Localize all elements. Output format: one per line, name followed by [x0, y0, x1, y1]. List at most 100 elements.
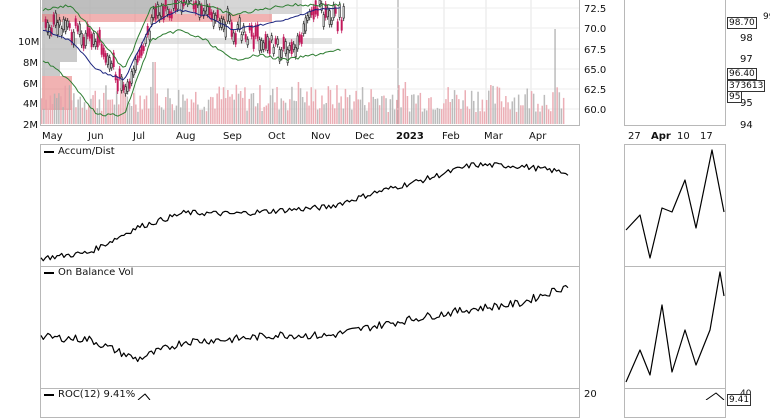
- volume-bar: [109, 99, 111, 124]
- volume-bar: [515, 111, 518, 124]
- roc-zoom-line: [705, 392, 725, 400]
- volume-bar: [105, 85, 107, 124]
- volume-bar: [254, 106, 257, 124]
- volume-bar: [547, 109, 550, 124]
- volume-bar: [73, 93, 75, 124]
- month-2023: 2023: [396, 131, 424, 142]
- volume-bar: [406, 96, 409, 124]
- volume-bar: [229, 96, 231, 124]
- volume-bar: [218, 86, 220, 124]
- volume-bar: [500, 101, 503, 124]
- candle-body: [206, 6, 209, 15]
- volume-bar: [468, 109, 471, 124]
- volume-bar: [135, 104, 137, 124]
- volume-bar: [165, 97, 167, 124]
- candle-body: [326, 7, 329, 18]
- volume-bar: [364, 105, 366, 124]
- volume-bar: [411, 94, 413, 124]
- volume-bar: [192, 102, 195, 124]
- candle-body: [294, 46, 297, 57]
- volume-bar: [304, 102, 306, 124]
- zoom-date-17: 17: [700, 131, 713, 142]
- roc-axis-value: 20: [584, 389, 597, 400]
- volume-bar: [496, 86, 499, 124]
- candle-body: [92, 32, 95, 45]
- volume-bar: [445, 99, 447, 124]
- candle-body: [160, 5, 163, 17]
- volume-bar: [532, 93, 535, 124]
- volume-bar: [366, 110, 368, 124]
- candle-body: [224, 24, 227, 38]
- volume-by-price-zone: [42, 38, 332, 44]
- candle-body: [142, 46, 145, 51]
- candle-body: [292, 43, 295, 50]
- volume-bar: [494, 103, 496, 124]
- zoom-date-10: 10: [677, 131, 690, 142]
- volume-bar: [466, 106, 469, 124]
- volume-bar: [301, 97, 304, 124]
- zoom-badge-96-40: 96.40: [727, 68, 757, 80]
- volume-bar: [169, 98, 171, 124]
- volume-bar: [175, 105, 178, 124]
- candle-body: [76, 25, 79, 32]
- volume-bar: [374, 99, 377, 124]
- volume-bar: [503, 107, 505, 124]
- candle-body: [144, 36, 147, 44]
- candle-body: [284, 41, 287, 54]
- volume-bar: [195, 91, 197, 124]
- zoom-date-27: 27: [628, 131, 641, 142]
- volume-bar: [443, 103, 445, 124]
- zoom-price-tick-99: 99: [763, 12, 770, 22]
- volume-bar: [344, 88, 347, 124]
- volume-bar: [98, 99, 101, 124]
- candle-body: [180, 2, 183, 13]
- volume-bar: [231, 94, 233, 124]
- volume-bar: [408, 111, 411, 124]
- volume-bar: [376, 98, 379, 124]
- volume-bar: [359, 99, 362, 124]
- volume-bar: [222, 87, 225, 124]
- volume-bar: [199, 109, 201, 124]
- volume-bar: [58, 93, 60, 124]
- volume-bar: [391, 94, 394, 124]
- month-mar: Mar: [484, 131, 503, 142]
- volume-bar: [441, 109, 443, 124]
- candle-body: [62, 18, 65, 30]
- volume-bar: [233, 99, 235, 124]
- volume-bar: [259, 85, 261, 124]
- volume-bar: [562, 97, 565, 124]
- volume-bar: [488, 90, 490, 124]
- volume-bar: [449, 102, 451, 124]
- volume-bar: [477, 91, 479, 124]
- volume-bar: [432, 109, 434, 124]
- volume-bar: [70, 100, 73, 124]
- volume-bar: [60, 96, 62, 124]
- month-oct: Oct: [268, 131, 286, 142]
- volume-bar: [282, 100, 285, 124]
- candle-body: [280, 49, 283, 58]
- month-jul: Jul: [133, 131, 146, 142]
- candle-body: [328, 10, 331, 25]
- candle-body: [264, 34, 267, 49]
- volume-bar: [402, 88, 404, 124]
- volume-bar: [261, 111, 263, 124]
- volume-bar: [310, 87, 312, 124]
- volume-bar: [156, 93, 158, 124]
- candle-body: [340, 19, 343, 31]
- obv-legend-swatch: [44, 272, 54, 274]
- volume-bar: [413, 94, 415, 124]
- candle-body: [232, 32, 235, 42]
- accum-dist-line: [40, 162, 569, 262]
- volume-by-price-zone: [42, 0, 302, 14]
- candle-body: [46, 22, 49, 33]
- accum-dist-zoom-line: [625, 149, 725, 259]
- volume-bar: [177, 89, 180, 124]
- candle-body: [304, 17, 307, 32]
- volume-bar: [331, 104, 334, 124]
- volume-bar: [145, 95, 148, 124]
- volume-bar: [278, 109, 280, 124]
- volume-bar: [545, 104, 548, 124]
- candle-body: [80, 33, 83, 46]
- candle-body: [104, 53, 107, 63]
- zoom-date-apr: Apr: [651, 131, 671, 142]
